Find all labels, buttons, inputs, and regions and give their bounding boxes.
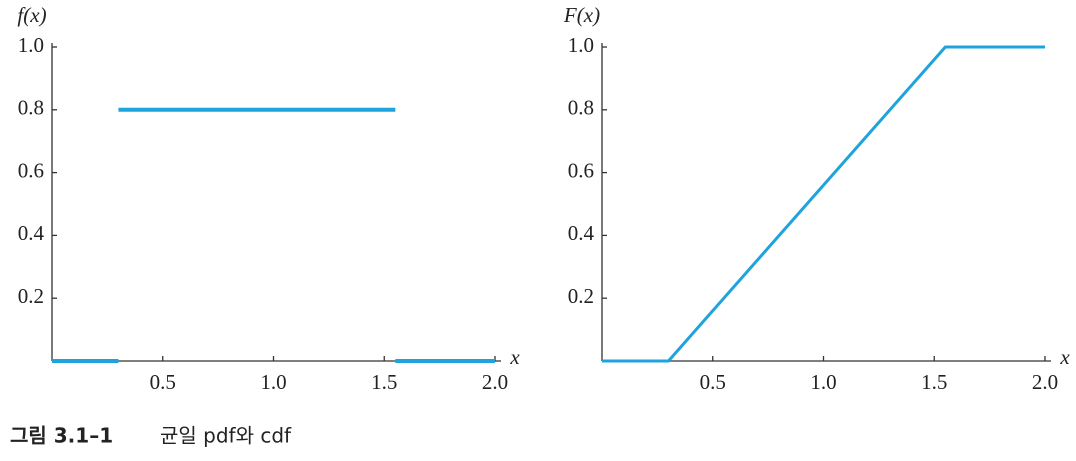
x-tick-label: 2.0 bbox=[482, 370, 508, 394]
data-line bbox=[52, 107, 495, 363]
x-tick-label: 0.5 bbox=[700, 370, 726, 394]
y-tick-label: 0.8 bbox=[568, 96, 594, 120]
y-tick-label: 0.2 bbox=[18, 284, 44, 308]
x-axis-label: x bbox=[1059, 345, 1070, 369]
caption-text: 균일 pdf와 cdf bbox=[160, 424, 292, 448]
y-tick-label: 0.6 bbox=[568, 158, 594, 182]
x-axis-label: x bbox=[509, 345, 520, 369]
y-tick-label: 0.4 bbox=[18, 221, 45, 245]
x-tick-label: 1.0 bbox=[260, 370, 286, 394]
y-tick-label: 1.0 bbox=[18, 33, 44, 57]
y-axis-label: F(x) bbox=[563, 3, 600, 27]
x-tick-label: 1.5 bbox=[921, 370, 947, 394]
x-tick-label: 2.0 bbox=[1032, 370, 1058, 394]
data-line bbox=[602, 45, 1045, 363]
x-tick-label: 0.5 bbox=[150, 370, 176, 394]
x-tick-label: 1.5 bbox=[371, 370, 397, 394]
y-axis-label: f(x) bbox=[17, 3, 46, 27]
y-tick-label: 0.4 bbox=[568, 221, 595, 245]
x-tick-label: 1.0 bbox=[810, 370, 836, 394]
y-tick-label: 0.6 bbox=[18, 158, 44, 182]
y-tick-label: 0.2 bbox=[568, 284, 594, 308]
y-tick-label: 0.8 bbox=[18, 96, 44, 120]
y-tick-label: 1.0 bbox=[568, 33, 594, 57]
caption-label: 그림 3.1–1 bbox=[10, 424, 113, 448]
